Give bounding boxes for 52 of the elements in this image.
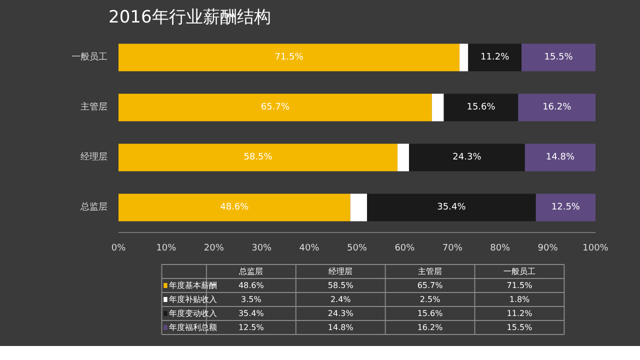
text: 14.8% [328, 323, 354, 332]
x-tick-label: 100% [582, 244, 609, 254]
chart-title: 2016年行业薪酬结构 [108, 8, 271, 28]
legend-label: 年度变动收入 [169, 309, 218, 318]
text: 2.5% [420, 295, 441, 304]
text: 71.5% [506, 281, 532, 290]
y-tick-label: 总监层 [80, 202, 108, 212]
x-tick-label: 60% [394, 244, 416, 254]
text: 12.5% [238, 323, 264, 332]
text: 15.6% [417, 309, 443, 318]
category-label: 总监层 [239, 267, 264, 276]
x-tick-label: 50% [347, 244, 368, 254]
data-label: 12.5% [551, 202, 580, 212]
x-tick-label: 90% [538, 244, 558, 254]
data-label: 15.6% [466, 102, 496, 112]
text: 15.5% [506, 323, 532, 332]
x-tick-label: 80% [490, 244, 511, 254]
data-label: 16.2% [542, 102, 572, 112]
y-tick-label: 经理层 [80, 152, 108, 162]
y-tick-label: 主管层 [80, 102, 108, 112]
text: 16.2% [417, 323, 443, 332]
x-tick-label: 0% [111, 244, 126, 254]
text: 3.5% [241, 295, 262, 304]
category-label: 一般员工 [503, 267, 536, 276]
text: 11.2% [506, 309, 532, 318]
data-label: 65.7% [260, 102, 290, 112]
data-label: 71.5% [274, 52, 304, 62]
text: 58.5% [328, 281, 354, 290]
data-label: 48.6% [220, 202, 250, 212]
legend-label: 年度基本薪酬 [169, 281, 218, 290]
category-label: 经理层 [328, 267, 353, 276]
text: 2.4% [330, 295, 352, 304]
x-tick-label: 30% [252, 244, 272, 254]
x-tick-label: 10% [156, 244, 177, 254]
data-label: 14.8% [546, 152, 575, 162]
x-tick-label: 40% [299, 244, 320, 254]
data-label: 35.4% [437, 202, 466, 212]
category-label: 主管层 [418, 267, 442, 276]
x-tick-label: 20% [204, 244, 224, 254]
y-tick-label: 一般员工 [72, 52, 108, 62]
data-label: 58.5% [244, 152, 273, 162]
text: 1.8% [509, 295, 530, 304]
text: 65.7% [417, 281, 443, 290]
text: 48.6% [238, 281, 264, 290]
data-label: 11.2% [480, 52, 510, 62]
legend-label: 年度补贴收入 [169, 295, 218, 304]
text: 24.3% [328, 309, 354, 318]
x-tick-label: 70% [442, 244, 463, 254]
data-label: 24.3% [452, 152, 482, 162]
text: 35.4% [238, 309, 264, 318]
data-label: 15.5% [544, 52, 574, 62]
legend-label: 年度福利总额 [169, 323, 218, 332]
